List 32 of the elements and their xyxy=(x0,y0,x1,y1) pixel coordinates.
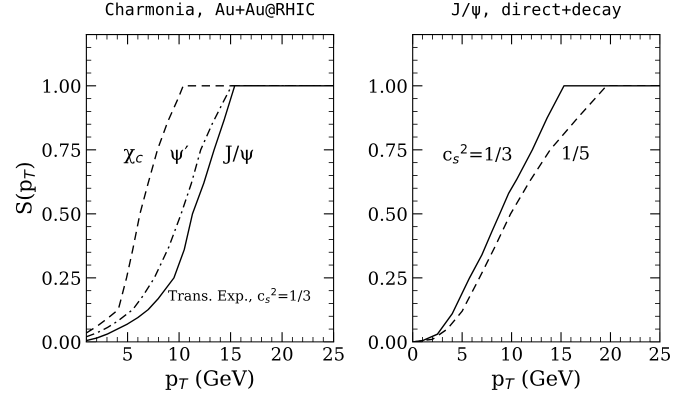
x-tick-label: 15 xyxy=(221,347,241,361)
y-tick-label: 0.50 xyxy=(42,207,80,221)
y-tick-label: 0.75 xyxy=(42,143,80,157)
y-tick-label: 0.75 xyxy=(368,143,406,157)
annotation: ψ′ xyxy=(170,146,188,164)
annotation: χ$_{c}$ xyxy=(124,148,143,164)
x-tick-label: 25 xyxy=(323,347,344,361)
x-axis-title: p$_{T}$ (GeV) xyxy=(166,370,254,390)
y-tick-label: 1.00 xyxy=(370,79,407,93)
x-tick-label: 20 xyxy=(600,347,621,361)
annotation: Trans. Exp., c$_{s}$$^{2}$=1/3 xyxy=(168,288,310,304)
y-tick-label: 0.25 xyxy=(368,271,406,285)
chart-title: J/ψ, direct+decay xyxy=(452,2,621,19)
y-tick-label: 0.25 xyxy=(42,271,80,285)
x-tick-label: 5 xyxy=(123,347,132,361)
y-tick-label: 0.00 xyxy=(42,335,80,349)
annotation: J/ψ xyxy=(223,146,254,164)
x-tick-label: 25 xyxy=(650,347,670,361)
x-tick-label: 5 xyxy=(458,347,466,361)
y-tick-label: 0.50 xyxy=(368,207,407,221)
chart-title: Charmonia, Au+Au@RHIC xyxy=(106,2,314,18)
x-tick-label: 20 xyxy=(272,347,292,361)
x-tick-label: 10 xyxy=(170,347,190,361)
x-tick-label: 15 xyxy=(552,347,572,361)
x-tick-label: 10 xyxy=(502,347,522,361)
annotation: c$_{s}$$^{2}$=1/3 xyxy=(443,144,512,164)
y-tick-label: 0.00 xyxy=(368,335,407,349)
y-tick-label: 1.00 xyxy=(44,79,80,93)
annotation: 1/5 xyxy=(563,146,589,162)
x-tick-label: 0 xyxy=(408,347,418,361)
y-axis-title: S(p$_{T}$) xyxy=(16,163,36,214)
x-axis-title: p$_{T}$ (GeV) xyxy=(492,370,580,390)
